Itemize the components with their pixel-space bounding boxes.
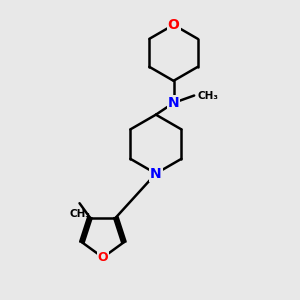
Text: O: O [98, 251, 108, 264]
Text: N: N [150, 167, 162, 181]
Text: CH₃: CH₃ [198, 91, 219, 100]
Text: O: O [168, 18, 179, 32]
Text: N: N [168, 96, 179, 110]
Text: CH₃: CH₃ [69, 208, 90, 218]
